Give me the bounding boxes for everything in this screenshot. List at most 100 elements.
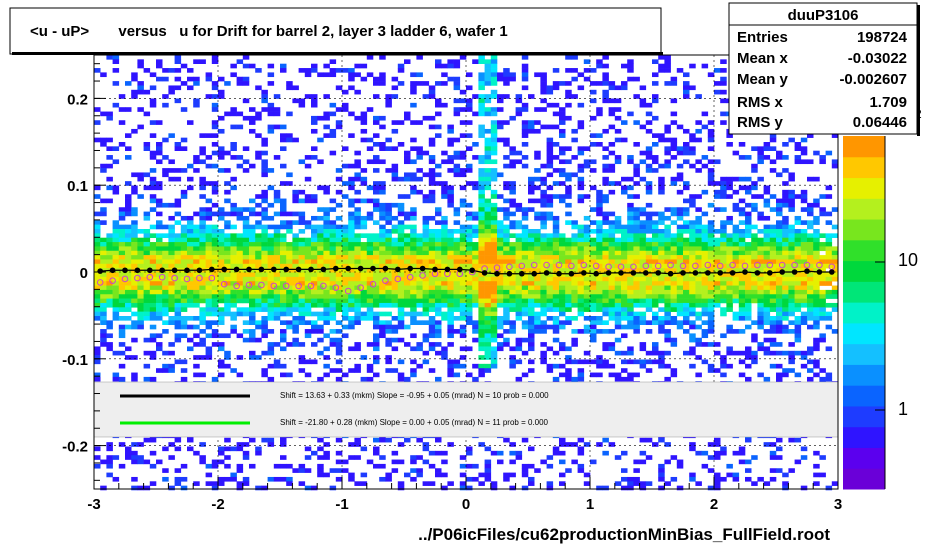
heat-cell [100, 259, 107, 265]
heat-cell [503, 233, 510, 238]
heat-cell [608, 363, 616, 369]
heat-cell [763, 298, 771, 304]
heat-cell [211, 124, 219, 130]
heat-cell [472, 215, 479, 221]
heat-cell [552, 337, 560, 343]
heat-cell [484, 281, 492, 286]
heat-cell [534, 316, 541, 321]
heat-cell [236, 59, 244, 64]
heat-cell [534, 237, 541, 243]
heat-cell [435, 259, 442, 265]
heat-cell [503, 289, 510, 295]
heat-cell [546, 455, 554, 460]
heat-cell [410, 320, 417, 325]
heat-cell [273, 476, 281, 482]
heat-cell [211, 307, 219, 312]
heat-cell [230, 155, 237, 160]
heat-cell [490, 320, 498, 325]
heat-cell [187, 346, 194, 352]
heat-cell [515, 207, 523, 212]
heat-cell [205, 311, 213, 317]
heat-cell [348, 289, 355, 295]
heat-cell [255, 133, 262, 138]
heat-cell [701, 294, 709, 299]
heat-cell [726, 259, 733, 265]
heat-cell [149, 85, 157, 91]
heat-cell [769, 324, 777, 330]
heat-cell [441, 250, 448, 256]
heat-cell [410, 359, 417, 365]
heat-cell [143, 311, 151, 317]
heat-cell [267, 307, 275, 312]
heat-cell [577, 359, 585, 365]
heat-cell [410, 207, 417, 212]
heat-cell [292, 337, 299, 343]
heat-cell [329, 198, 337, 204]
heat-cell [484, 363, 492, 369]
heat-cell [379, 285, 386, 291]
heat-cell [199, 220, 206, 225]
heat-cell [714, 246, 721, 252]
heat-cell [224, 446, 231, 452]
heat-cell [614, 298, 622, 304]
heat-cell [751, 337, 758, 343]
heat-cell [714, 285, 721, 291]
heat-cell [267, 102, 275, 108]
heat-cell [683, 146, 690, 151]
heat-cell [180, 307, 188, 312]
heat-cell [323, 281, 330, 286]
heat-cell [509, 329, 516, 334]
heat-cell [645, 294, 653, 299]
heat-cell [453, 263, 461, 269]
heat-cell [676, 289, 684, 295]
heat-cell [317, 242, 324, 247]
heat-cell [763, 155, 771, 160]
heat-cell [397, 372, 405, 378]
heat-cell [348, 276, 355, 282]
heat-cell [317, 215, 324, 221]
heat-cell [484, 202, 492, 208]
heat-cell [286, 272, 293, 278]
heat-cell [199, 150, 206, 156]
heat-cell [280, 272, 287, 278]
heat-cell [360, 220, 368, 225]
heat-cell [435, 255, 442, 260]
heat-cell [373, 450, 380, 456]
heat-cell [180, 302, 188, 308]
heat-cell [404, 211, 411, 217]
heat-cell [267, 294, 275, 299]
heat-cell [490, 281, 498, 286]
heat-cell [397, 268, 405, 273]
heat-cell [590, 242, 597, 247]
heat-cell [162, 285, 169, 291]
heat-cell [379, 224, 386, 230]
heat-cell [118, 298, 126, 304]
heat-cell [732, 289, 740, 295]
heat-cell [695, 372, 702, 378]
heat-cell [633, 311, 640, 317]
heat-cell [273, 124, 281, 130]
heat-cell [701, 320, 709, 325]
heat-cell [658, 285, 665, 291]
heat-cell [757, 276, 764, 282]
heat-cell [236, 289, 244, 295]
heat-cell [459, 355, 467, 360]
heat-cell [633, 324, 640, 330]
heat-cell [695, 194, 702, 199]
heat-cell [335, 459, 343, 465]
heat-cell [360, 176, 368, 182]
heat-cell [466, 281, 473, 286]
heat-cell [652, 220, 659, 225]
heat-cell [559, 437, 566, 443]
heat-cell [633, 242, 640, 247]
heat-cell [323, 255, 330, 260]
heat-cell [416, 81, 423, 86]
heat-cell [143, 255, 151, 260]
heat-cell [726, 194, 733, 199]
heat-cell [304, 198, 312, 204]
heat-cell [131, 94, 138, 99]
heat-cell [416, 455, 423, 460]
heat-cell [596, 289, 603, 295]
heat-cell [769, 246, 777, 252]
heat-cell [385, 289, 392, 295]
